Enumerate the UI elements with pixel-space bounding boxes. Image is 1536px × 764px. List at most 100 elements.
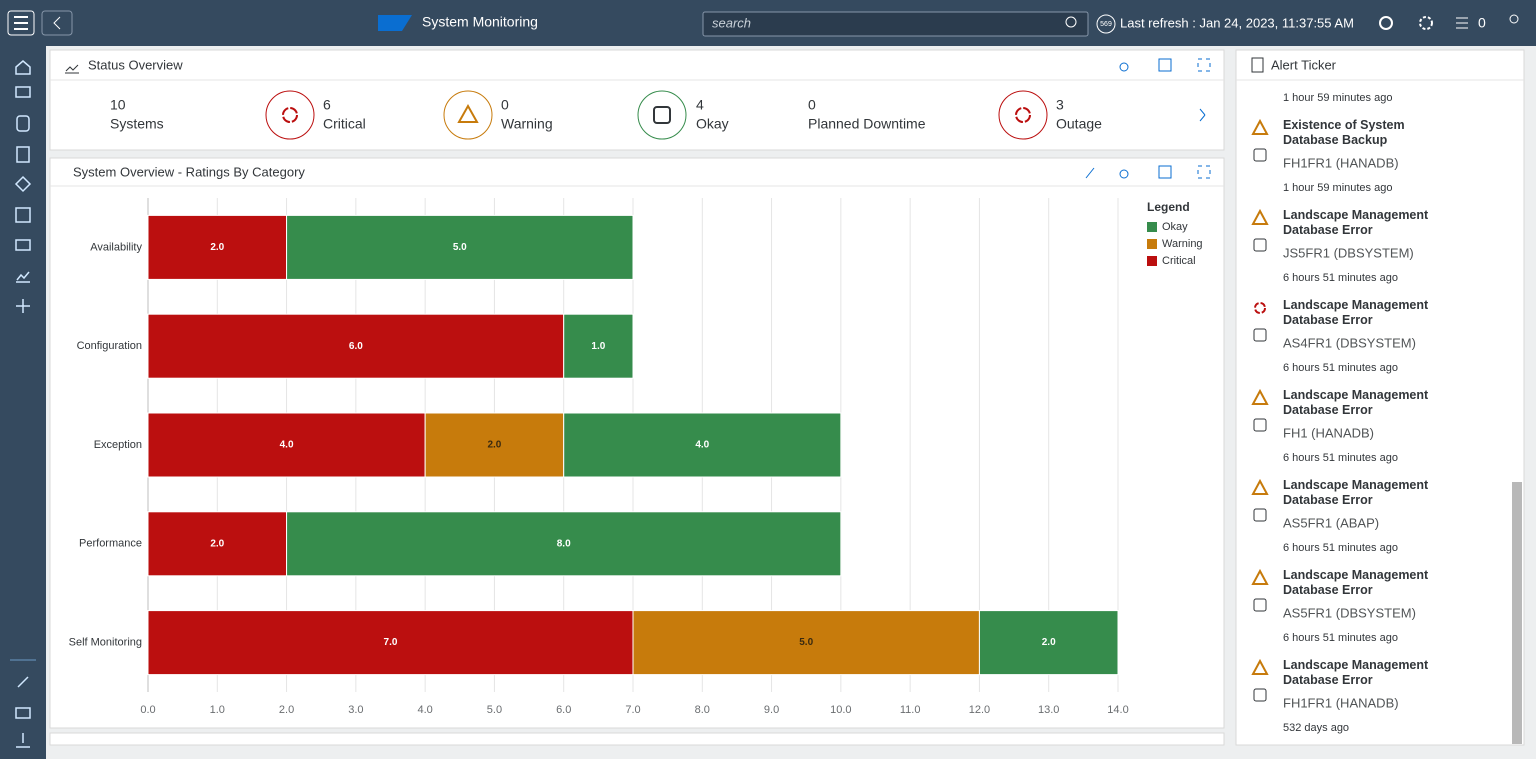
x-tick-label: 13.0 — [1038, 704, 1059, 716]
alert-time: 6 hours 51 minutes ago — [1283, 272, 1398, 284]
alert-time: 6 hours 51 minutes ago — [1283, 632, 1398, 644]
x-tick-label: 0.0 — [140, 704, 155, 716]
alert-title: Landscape Management Database Error — [1283, 568, 1429, 597]
alert-type-icon — [1253, 598, 1267, 612]
legend-title: Legend — [1147, 200, 1190, 214]
y-tick-label: Performance — [79, 538, 142, 550]
nav-add[interactable] — [16, 299, 30, 313]
alert-system: JS5FR1 (DBSYSTEM) — [1283, 245, 1414, 260]
view-button[interactable] — [1119, 169, 1129, 179]
status-label: Warning — [501, 116, 553, 132]
side-nav-icons — [10, 60, 36, 748]
status-icon — [65, 64, 79, 74]
status-label: Critical — [323, 116, 366, 132]
nav-database[interactable] — [16, 115, 30, 132]
side-nav — [0, 46, 46, 759]
bar-segment — [147, 610, 634, 676]
target-icon[interactable] — [1379, 16, 1393, 30]
data-label: 6.0 — [349, 341, 363, 352]
status-title: Status Overview — [88, 57, 183, 72]
data-label: 5.0 — [453, 242, 467, 253]
legend-label: Okay — [1162, 221, 1188, 233]
nav-screen[interactable] — [15, 239, 31, 251]
warning-icon — [1251, 478, 1269, 495]
menu-button[interactable] — [7, 10, 35, 36]
search-field[interactable] — [702, 11, 1089, 37]
fullscreen-button[interactable] — [1197, 58, 1211, 72]
status-label: Planned Downtime — [808, 116, 926, 132]
bar-segment — [147, 313, 565, 379]
nav-monitor[interactable] — [15, 207, 31, 223]
nav-reports[interactable] — [16, 146, 30, 163]
critical-icon — [1254, 302, 1266, 314]
warning-icon — [1251, 208, 1269, 225]
okay-icon — [653, 106, 671, 124]
back-button[interactable] — [41, 10, 73, 36]
status-icon — [443, 90, 493, 140]
bar-segment — [563, 313, 634, 379]
nav-diamond[interactable] — [14, 175, 32, 193]
menu-icon — [14, 16, 28, 30]
data-label: 2.0 — [1042, 637, 1056, 648]
status-value: 3 — [1056, 97, 1064, 113]
alert-time: 6 hours 51 minutes ago — [1283, 362, 1398, 374]
data-label: 1.0 — [591, 341, 605, 352]
sap-logo — [378, 15, 412, 31]
x-tick-label: 8.0 — [695, 704, 710, 716]
notifications-icon[interactable] — [1456, 17, 1468, 29]
data-label: 4.0 — [695, 440, 709, 451]
fullscreen-button[interactable] — [1197, 165, 1211, 179]
info-button[interactable] — [1158, 165, 1172, 179]
x-tick-label: 12.0 — [969, 704, 990, 716]
user-icon[interactable] — [1509, 14, 1519, 24]
status-panel — [49, 49, 1225, 151]
x-tick-label: 1.0 — [210, 704, 225, 716]
nav-mail[interactable] — [15, 707, 31, 719]
warning-icon — [1251, 118, 1269, 135]
nav-home[interactable] — [15, 60, 31, 75]
alert-system: AS4FR1 (DBSYSTEM) — [1283, 335, 1416, 350]
nav-chart[interactable] — [16, 271, 30, 283]
status-label: Outage — [1056, 116, 1102, 132]
critical-icon — [1015, 107, 1031, 123]
search-icon[interactable] — [1065, 16, 1077, 28]
alert-title: Landscape Management Database Error — [1283, 298, 1429, 327]
data-label: 2.0 — [210, 538, 224, 549]
y-tick-label: Configuration — [77, 340, 142, 352]
alert-type-icon — [1253, 238, 1267, 252]
status-value: 6 — [323, 97, 331, 113]
bar-segment — [286, 511, 842, 577]
info-button[interactable] — [1158, 58, 1172, 72]
alert-time: 1 hour 59 minutes ago — [1283, 92, 1392, 104]
alert-system: FH1 (HANADB) — [1283, 425, 1374, 440]
next-button[interactable] — [1199, 108, 1206, 122]
refresh-badge-count: 569 — [1100, 21, 1112, 28]
nav-download[interactable] — [16, 733, 30, 748]
alert-time: 1 hour 59 minutes ago — [1283, 182, 1392, 194]
alert-title: Landscape Management Database Error — [1283, 388, 1429, 417]
status-label: Systems — [110, 116, 164, 132]
panel-footer — [49, 732, 1225, 746]
status-icon — [637, 90, 687, 140]
alert-time: 6 hours 51 minutes ago — [1283, 452, 1398, 464]
warning-icon — [1251, 658, 1269, 675]
data-label: 4.0 — [280, 440, 294, 451]
nav-systems[interactable] — [15, 86, 31, 98]
data-label: 7.0 — [384, 637, 398, 648]
data-label: 5.0 — [799, 637, 813, 648]
x-tick-label: 5.0 — [487, 704, 502, 716]
alert-time: 532 days ago — [1283, 722, 1349, 734]
x-tick-label: 4.0 — [417, 704, 432, 716]
nav-link[interactable] — [17, 676, 29, 688]
legend-label: Critical — [1162, 255, 1196, 267]
view-button[interactable] — [1119, 62, 1129, 72]
scrollbar[interactable] — [1512, 482, 1522, 744]
alert-system: AS5FR1 (DBSYSTEM) — [1283, 605, 1416, 620]
bar-segment — [563, 412, 842, 478]
status-label: Okay — [696, 116, 729, 132]
settings-icon[interactable] — [1419, 16, 1433, 30]
critical-icon — [282, 107, 298, 123]
refresh-badge[interactable] — [1096, 14, 1116, 34]
edit-button[interactable] — [1085, 167, 1095, 179]
y-tick-label: Availability — [90, 241, 142, 253]
